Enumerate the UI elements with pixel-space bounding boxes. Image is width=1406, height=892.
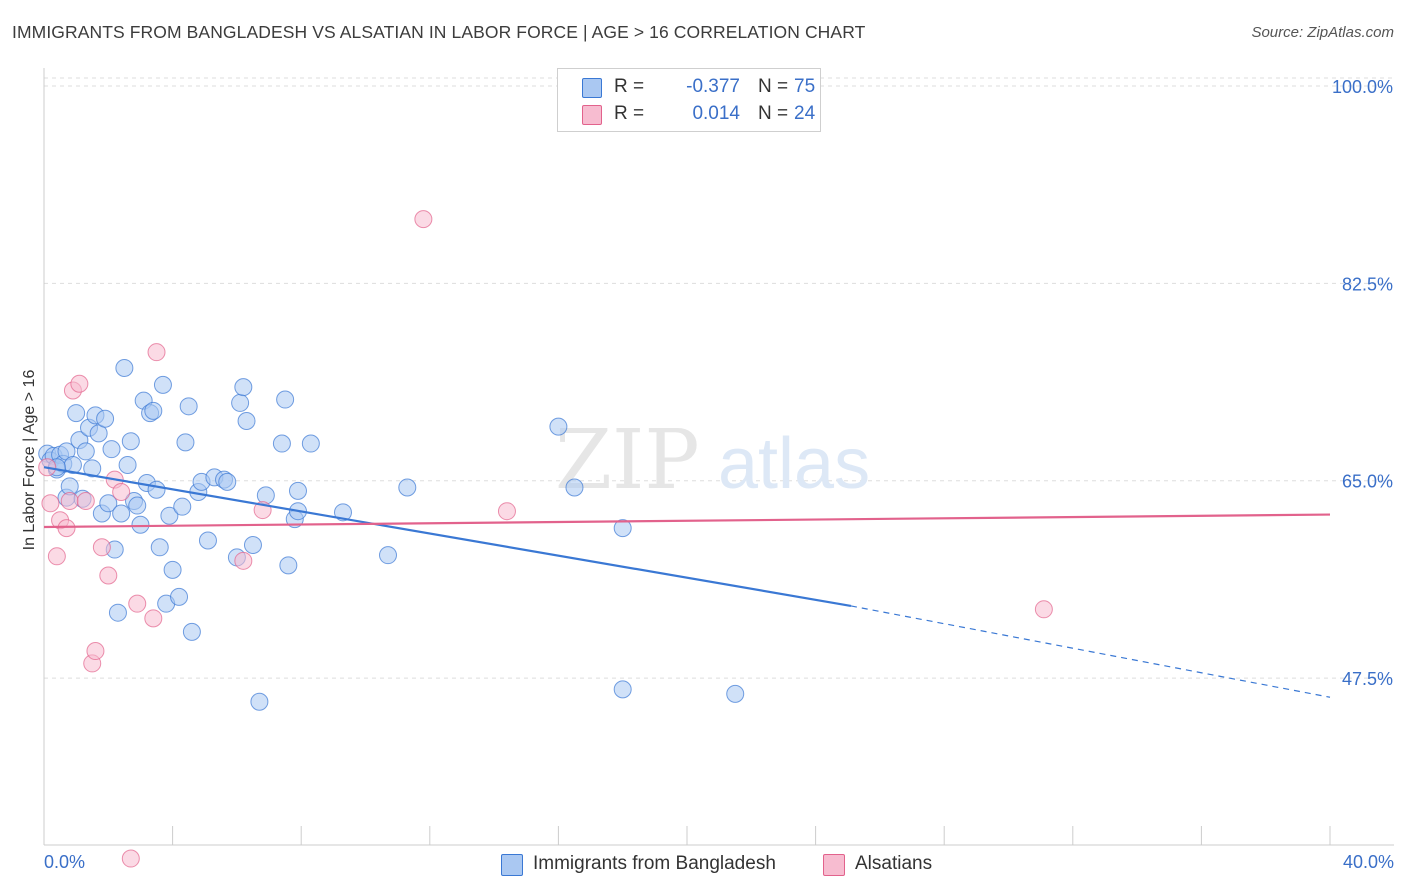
data-point <box>726 684 745 703</box>
y-tick-label: 82.5% <box>1342 274 1393 294</box>
data-point <box>112 504 131 523</box>
r-label: R = <box>614 76 645 97</box>
data-point <box>243 536 262 555</box>
legend-swatch-bangladesh <box>582 78 602 98</box>
data-point <box>163 560 182 579</box>
data-point <box>250 692 269 711</box>
data-point <box>121 432 140 451</box>
chart-title: IMMIGRANTS FROM BANGLADESH VS ALSATIAN I… <box>12 22 866 42</box>
legend-label-alsatians: Alsatians <box>855 853 933 874</box>
data-point <box>99 494 118 513</box>
data-point <box>41 494 60 513</box>
data-point <box>234 378 253 397</box>
data-point <box>153 375 172 394</box>
data-point <box>96 409 115 428</box>
data-point <box>57 519 76 538</box>
legend-swatch-alsatians <box>582 105 602 125</box>
data-point <box>218 472 237 491</box>
legend-label-bangladesh: Immigrants from Bangladesh <box>533 853 776 874</box>
data-point <box>234 551 253 570</box>
x-tick-label-max: 40.0% <box>1342 852 1394 872</box>
data-point <box>414 210 433 229</box>
y-tick-label: 65.0% <box>1342 472 1393 492</box>
data-point <box>102 440 121 459</box>
data-point <box>333 503 352 522</box>
data-point <box>237 411 256 430</box>
data-point <box>288 481 307 500</box>
data-point <box>613 680 632 699</box>
r-value: 0.014 <box>692 103 740 124</box>
data-point <box>128 496 147 515</box>
data-point <box>198 531 217 550</box>
legend-swatch-alsatians <box>823 854 845 876</box>
data-point <box>1034 600 1053 619</box>
data-point <box>60 492 79 511</box>
data-point <box>160 506 179 525</box>
grid-lines <box>44 77 1394 679</box>
trend-line-extension <box>850 605 1331 698</box>
data-point <box>67 404 86 423</box>
data-point <box>83 459 102 478</box>
stats-legend: R = -0.377 N = 75 R = 0.014 N = 24 <box>557 68 821 132</box>
data-point <box>497 502 516 521</box>
watermark: ZIP atlas <box>555 413 870 508</box>
y-tick-labels: 47.5% 65.0% 82.5% 100.0% <box>1332 77 1393 689</box>
y-tick-label: 47.5% <box>1342 669 1393 689</box>
data-point <box>131 515 150 534</box>
data-point <box>272 434 291 453</box>
data-point <box>379 546 398 565</box>
data-point <box>144 401 163 420</box>
data-point <box>115 358 134 377</box>
series-bangladesh-points <box>38 358 745 711</box>
data-point <box>92 538 111 557</box>
trend-line <box>43 466 852 608</box>
n-label: N = <box>758 76 789 97</box>
data-point <box>76 492 95 511</box>
data-point <box>76 442 95 461</box>
data-point <box>182 622 201 641</box>
data-point <box>301 434 320 453</box>
data-point <box>549 417 568 436</box>
series-alsatians-points <box>38 210 1053 868</box>
watermark-atlas: atlas <box>718 424 870 504</box>
n-value: 24 <box>794 103 816 124</box>
data-point <box>99 566 118 585</box>
data-point <box>150 538 169 557</box>
data-point <box>112 483 131 502</box>
source-credit: Source: ZipAtlas.com <box>1251 24 1394 41</box>
data-point <box>108 603 127 622</box>
data-point <box>147 343 166 362</box>
data-point <box>613 519 632 538</box>
data-point <box>128 594 147 613</box>
data-point <box>565 478 584 497</box>
data-point <box>173 497 192 516</box>
data-point <box>276 390 295 409</box>
data-point <box>176 433 195 452</box>
data-point <box>86 642 105 661</box>
data-point <box>231 393 250 412</box>
data-point <box>70 374 89 393</box>
data-point <box>179 397 198 416</box>
data-point <box>47 547 66 566</box>
r-value: -0.377 <box>686 76 740 97</box>
data-point <box>398 478 417 497</box>
series-legend: Immigrants from Bangladesh Alsatians <box>0 850 1406 880</box>
data-point <box>147 480 166 499</box>
y-axis-label: In Labor Force | Age > 16 <box>21 369 38 551</box>
data-point <box>170 587 189 606</box>
trend-lines <box>43 466 1331 698</box>
trend-line <box>43 513 1331 529</box>
legend-swatch-bangladesh <box>501 854 523 876</box>
data-point <box>144 609 163 628</box>
data-point <box>118 455 137 474</box>
n-label: N = <box>758 103 789 124</box>
r-label: R = <box>614 103 645 124</box>
x-tick-label-min: 0.0% <box>44 852 86 872</box>
n-value: 75 <box>794 76 816 97</box>
y-tick-label: 100.0% <box>1332 77 1393 97</box>
data-point <box>279 556 298 575</box>
data-point <box>256 486 275 505</box>
data-point <box>121 849 140 868</box>
